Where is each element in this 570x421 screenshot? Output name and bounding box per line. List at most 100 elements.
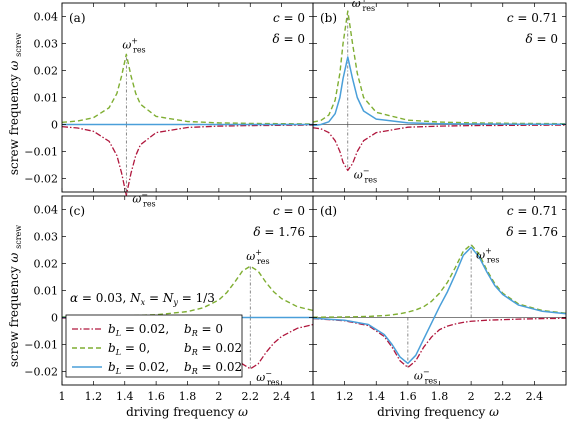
legend-br-sym: b xyxy=(184,322,192,336)
panel-label: (b) xyxy=(320,11,337,25)
param-c-value: 0.71 xyxy=(531,204,558,218)
param-c-sym: c xyxy=(507,204,514,218)
res-label-plus: ω+res xyxy=(352,0,375,13)
res-sym: ω xyxy=(354,168,363,181)
x-tick-label: 2.4 xyxy=(526,390,544,403)
x-tick-label: 1.8 xyxy=(179,390,197,403)
param-delta-eq: = xyxy=(533,32,551,46)
param-c-eq: = xyxy=(514,204,532,218)
legend-entry: bL = 0, bR = 0.02 xyxy=(108,341,242,357)
param-c-sym: c xyxy=(273,204,280,218)
res-sym: ω xyxy=(476,249,485,262)
param-delta-sym: δ xyxy=(272,32,279,46)
xlabel-text: driving frequency xyxy=(126,405,234,419)
ylabel-sub: screw xyxy=(14,225,23,249)
y-tick-label: −0.01 xyxy=(24,146,58,159)
param-c: c = 0.71 xyxy=(507,11,558,25)
param-c-value: 0.71 xyxy=(531,11,558,25)
param-c-value: 0 xyxy=(297,11,305,25)
legend-eq: = xyxy=(198,341,216,355)
panel-d: 1 1.2 1.4 1.6 1.8 2 2.2 2.4 (d) c = 0.71 δ = 1.76 ω… xyxy=(310,195,567,403)
res-label-plus: ω+res xyxy=(476,247,499,265)
alpha-value: 0.03 xyxy=(96,291,123,305)
res-sub: res xyxy=(487,256,500,265)
svg-text:screw frequency: screw frequency ω screw xyxy=(7,33,23,175)
legend-eq: = xyxy=(198,322,216,336)
param-c-sym: c xyxy=(507,11,514,25)
res-label-minus: ω− res xyxy=(132,191,155,209)
series-line-both xyxy=(312,246,567,365)
n-eq2: = xyxy=(178,291,196,305)
x-tick-label: 2 xyxy=(468,390,475,403)
panel-a: 0.040.030.020.010−0.01−0.02(a) c = 0δ = 0… xyxy=(24,2,314,209)
ny-sub: y xyxy=(172,298,178,307)
x-tick-label: 1 xyxy=(59,390,66,403)
legend-bl-value: 0 xyxy=(139,341,147,355)
res-sub: res xyxy=(364,175,377,184)
legend-eq: = xyxy=(198,360,216,374)
ylabel-sym: ω xyxy=(7,60,21,70)
y-tick-label: 0.04 xyxy=(34,11,59,24)
legend-br-sub: R xyxy=(191,329,198,338)
param-delta-eq: = xyxy=(261,225,279,239)
x-tick-label: 1 xyxy=(310,390,317,403)
res-sign: + xyxy=(361,0,368,4)
ylabel-bottom: screw frequency ω screw xyxy=(7,225,23,367)
panel-label: (d) xyxy=(320,204,337,218)
legend-bl-sub: L xyxy=(115,367,121,376)
x-tick-label: 1.8 xyxy=(431,390,449,403)
alpha-sep: , xyxy=(123,291,131,305)
res-sign: − xyxy=(141,191,148,200)
res-label-plus: ω+res xyxy=(246,248,269,266)
panel-label: (c) xyxy=(69,204,85,218)
series-line-both xyxy=(312,56,566,127)
y-tick-label: 0 xyxy=(51,312,58,325)
alpha-sym: α xyxy=(70,291,78,305)
param-delta-value: 1.76 xyxy=(278,225,305,239)
res-sub: res xyxy=(257,257,270,266)
param-delta-eq: = xyxy=(280,32,298,46)
alpha-eq: = xyxy=(78,291,96,305)
res-label-minus: ω− res xyxy=(256,369,279,387)
param-c-eq: = xyxy=(280,11,298,25)
param-c-value: 0 xyxy=(297,204,305,218)
legend-entry: bL = 0.02, bR = 0.02 xyxy=(108,360,242,376)
res-sign: + xyxy=(485,247,492,256)
legend-br-sub: R xyxy=(191,367,198,376)
legend-sep: , xyxy=(165,322,173,336)
param-delta-sym: δ xyxy=(525,32,532,46)
param-delta: δ = 1.76 xyxy=(253,225,305,239)
legend-br-sym: b xyxy=(184,341,192,355)
res-sym: ω xyxy=(414,369,423,382)
svg-text:screw frequency: screw frequency ω screw xyxy=(7,225,23,367)
y-tick-label: 0.02 xyxy=(34,258,59,271)
y-tick-label: 0.01 xyxy=(34,285,59,298)
series-line-bL_only xyxy=(61,124,314,196)
param-c-eq: = xyxy=(280,204,298,218)
x-tick-label: 1.2 xyxy=(85,390,103,403)
legend-sep: , xyxy=(165,360,173,374)
param-c: c = 0 xyxy=(273,11,305,25)
res-sub: res xyxy=(362,4,375,13)
y-tick-label: 0.03 xyxy=(34,231,59,244)
res-sym: ω xyxy=(256,371,265,384)
legend-bl-sym: b xyxy=(108,341,116,355)
x-tick-label: 1.4 xyxy=(368,390,386,403)
param-delta-value: 0 xyxy=(550,32,558,46)
x-tick-label: 1.6 xyxy=(147,390,165,403)
param-c-eq: = xyxy=(514,11,532,25)
series-line-bR_only xyxy=(312,10,567,125)
x-tick-label: 2.4 xyxy=(273,390,291,403)
n-eq: = xyxy=(145,291,163,305)
legend-br-value: 0.02 xyxy=(215,360,242,374)
legend-bl-sub: L xyxy=(115,329,121,338)
y-tick-label: −0.01 xyxy=(24,339,58,352)
legend-bl-sym: b xyxy=(108,360,116,374)
xlabel-left: driving frequency ω xyxy=(126,405,248,419)
legend-entry: bL = 0.02, bR = 0 xyxy=(108,322,223,338)
y-tick-label: 0.03 xyxy=(34,38,59,51)
xlabel-sym: ω xyxy=(238,405,248,419)
param-delta-sym: δ xyxy=(253,225,260,239)
